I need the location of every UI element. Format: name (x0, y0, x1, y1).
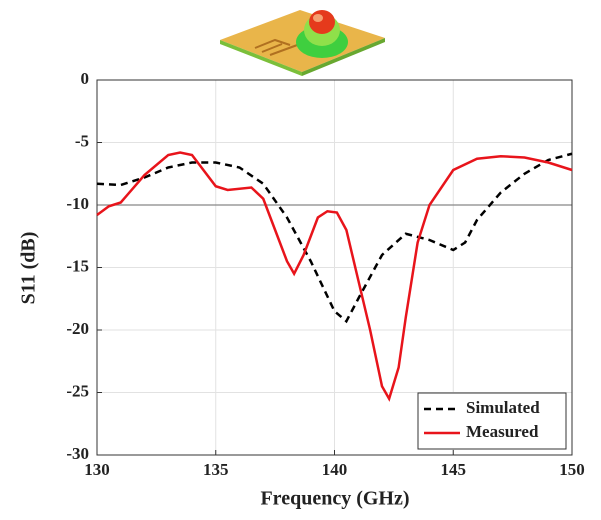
y-tick-label: -15 (66, 256, 89, 275)
legend-label: Simulated (466, 398, 540, 417)
y-tick-label: -10 (66, 194, 89, 213)
page: {"chart_data": {"type": "line", "x_label… (0, 0, 601, 520)
x-tick-label: 145 (441, 460, 467, 479)
y-tick-label: -25 (66, 381, 89, 400)
inset-antenna (220, 10, 385, 76)
x-tick-label: 135 (203, 460, 229, 479)
y-axis-label: S11 (dB) (18, 232, 40, 305)
x-tick-label: 150 (559, 460, 585, 479)
legend-label: Measured (466, 422, 539, 441)
y-tick-label: 0 (81, 69, 90, 88)
y-tick-label: -30 (66, 444, 89, 463)
x-tick-label: 140 (322, 460, 348, 479)
y-tick-label: -5 (75, 131, 89, 150)
chart: Frequency (GHz) S11 (dB) 130135140145150… (0, 0, 601, 520)
x-axis-label: Frequency (GHz) (260, 488, 409, 510)
y-tick-label: -20 (66, 319, 89, 338)
